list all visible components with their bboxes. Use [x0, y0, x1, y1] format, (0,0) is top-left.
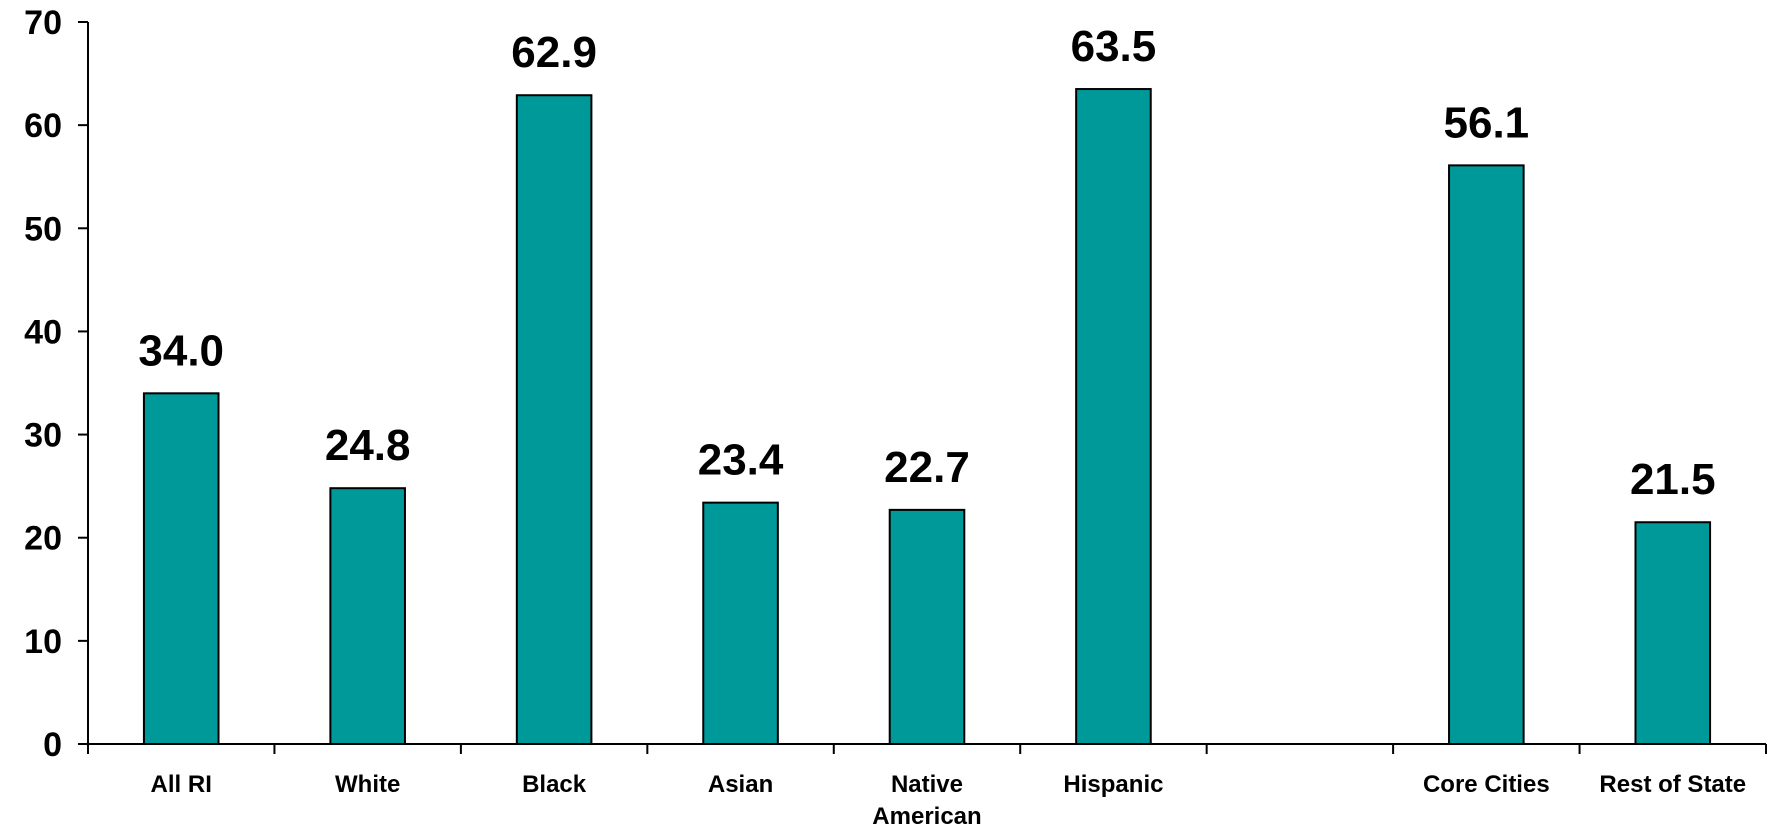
data-label: 56.1: [1444, 98, 1530, 147]
bar: [142, 392, 220, 745]
data-label: 62.9: [511, 28, 597, 77]
y-tick-label: 0: [43, 726, 62, 764]
bar: [1634, 521, 1712, 745]
data-label: 63.5: [1071, 22, 1157, 71]
x-tick-label: Black: [522, 771, 587, 798]
y-tick-label: 10: [24, 623, 62, 661]
bar: [702, 501, 779, 745]
y-tick-label: 20: [24, 520, 62, 558]
x-tick-label: Native: [891, 771, 963, 798]
data-label: 21.5: [1630, 455, 1716, 504]
y-tick-label: 60: [24, 107, 62, 145]
y-tick-label: 40: [24, 313, 62, 351]
data-label: 22.7: [884, 443, 970, 492]
x-tick-label: Rest of State: [1599, 771, 1746, 798]
bar: [1075, 88, 1152, 746]
bar: [515, 94, 593, 745]
bar: [1448, 164, 1525, 745]
data-label: 23.4: [698, 436, 784, 485]
bars: [142, 88, 1712, 746]
x-axis: All RI White Black Asian Native American Hispa…: [87, 743, 1767, 828]
x-tick-label: White: [335, 771, 400, 798]
x-tick-label: Core Cities: [1423, 771, 1550, 798]
y-tick-label: 30: [24, 417, 62, 455]
y-tick-label: 50: [24, 210, 62, 248]
data-labels: 34.0 24.8 62.9 23.4 22.7 63.5 56.1 21.5: [138, 22, 1715, 504]
bar: [888, 508, 966, 746]
x-tick-label: American: [872, 803, 981, 828]
data-label: 24.8: [325, 421, 411, 470]
bar: [329, 487, 406, 745]
y-axis: 0 10 20 30 40 50 60 70: [24, 4, 89, 764]
data-label: 34.0: [138, 326, 224, 375]
x-tick-label: Asian: [708, 771, 773, 798]
x-tick-label: Hispanic: [1063, 771, 1163, 798]
x-tick-label: All RI: [151, 771, 212, 798]
y-tick-label: 70: [24, 4, 62, 42]
